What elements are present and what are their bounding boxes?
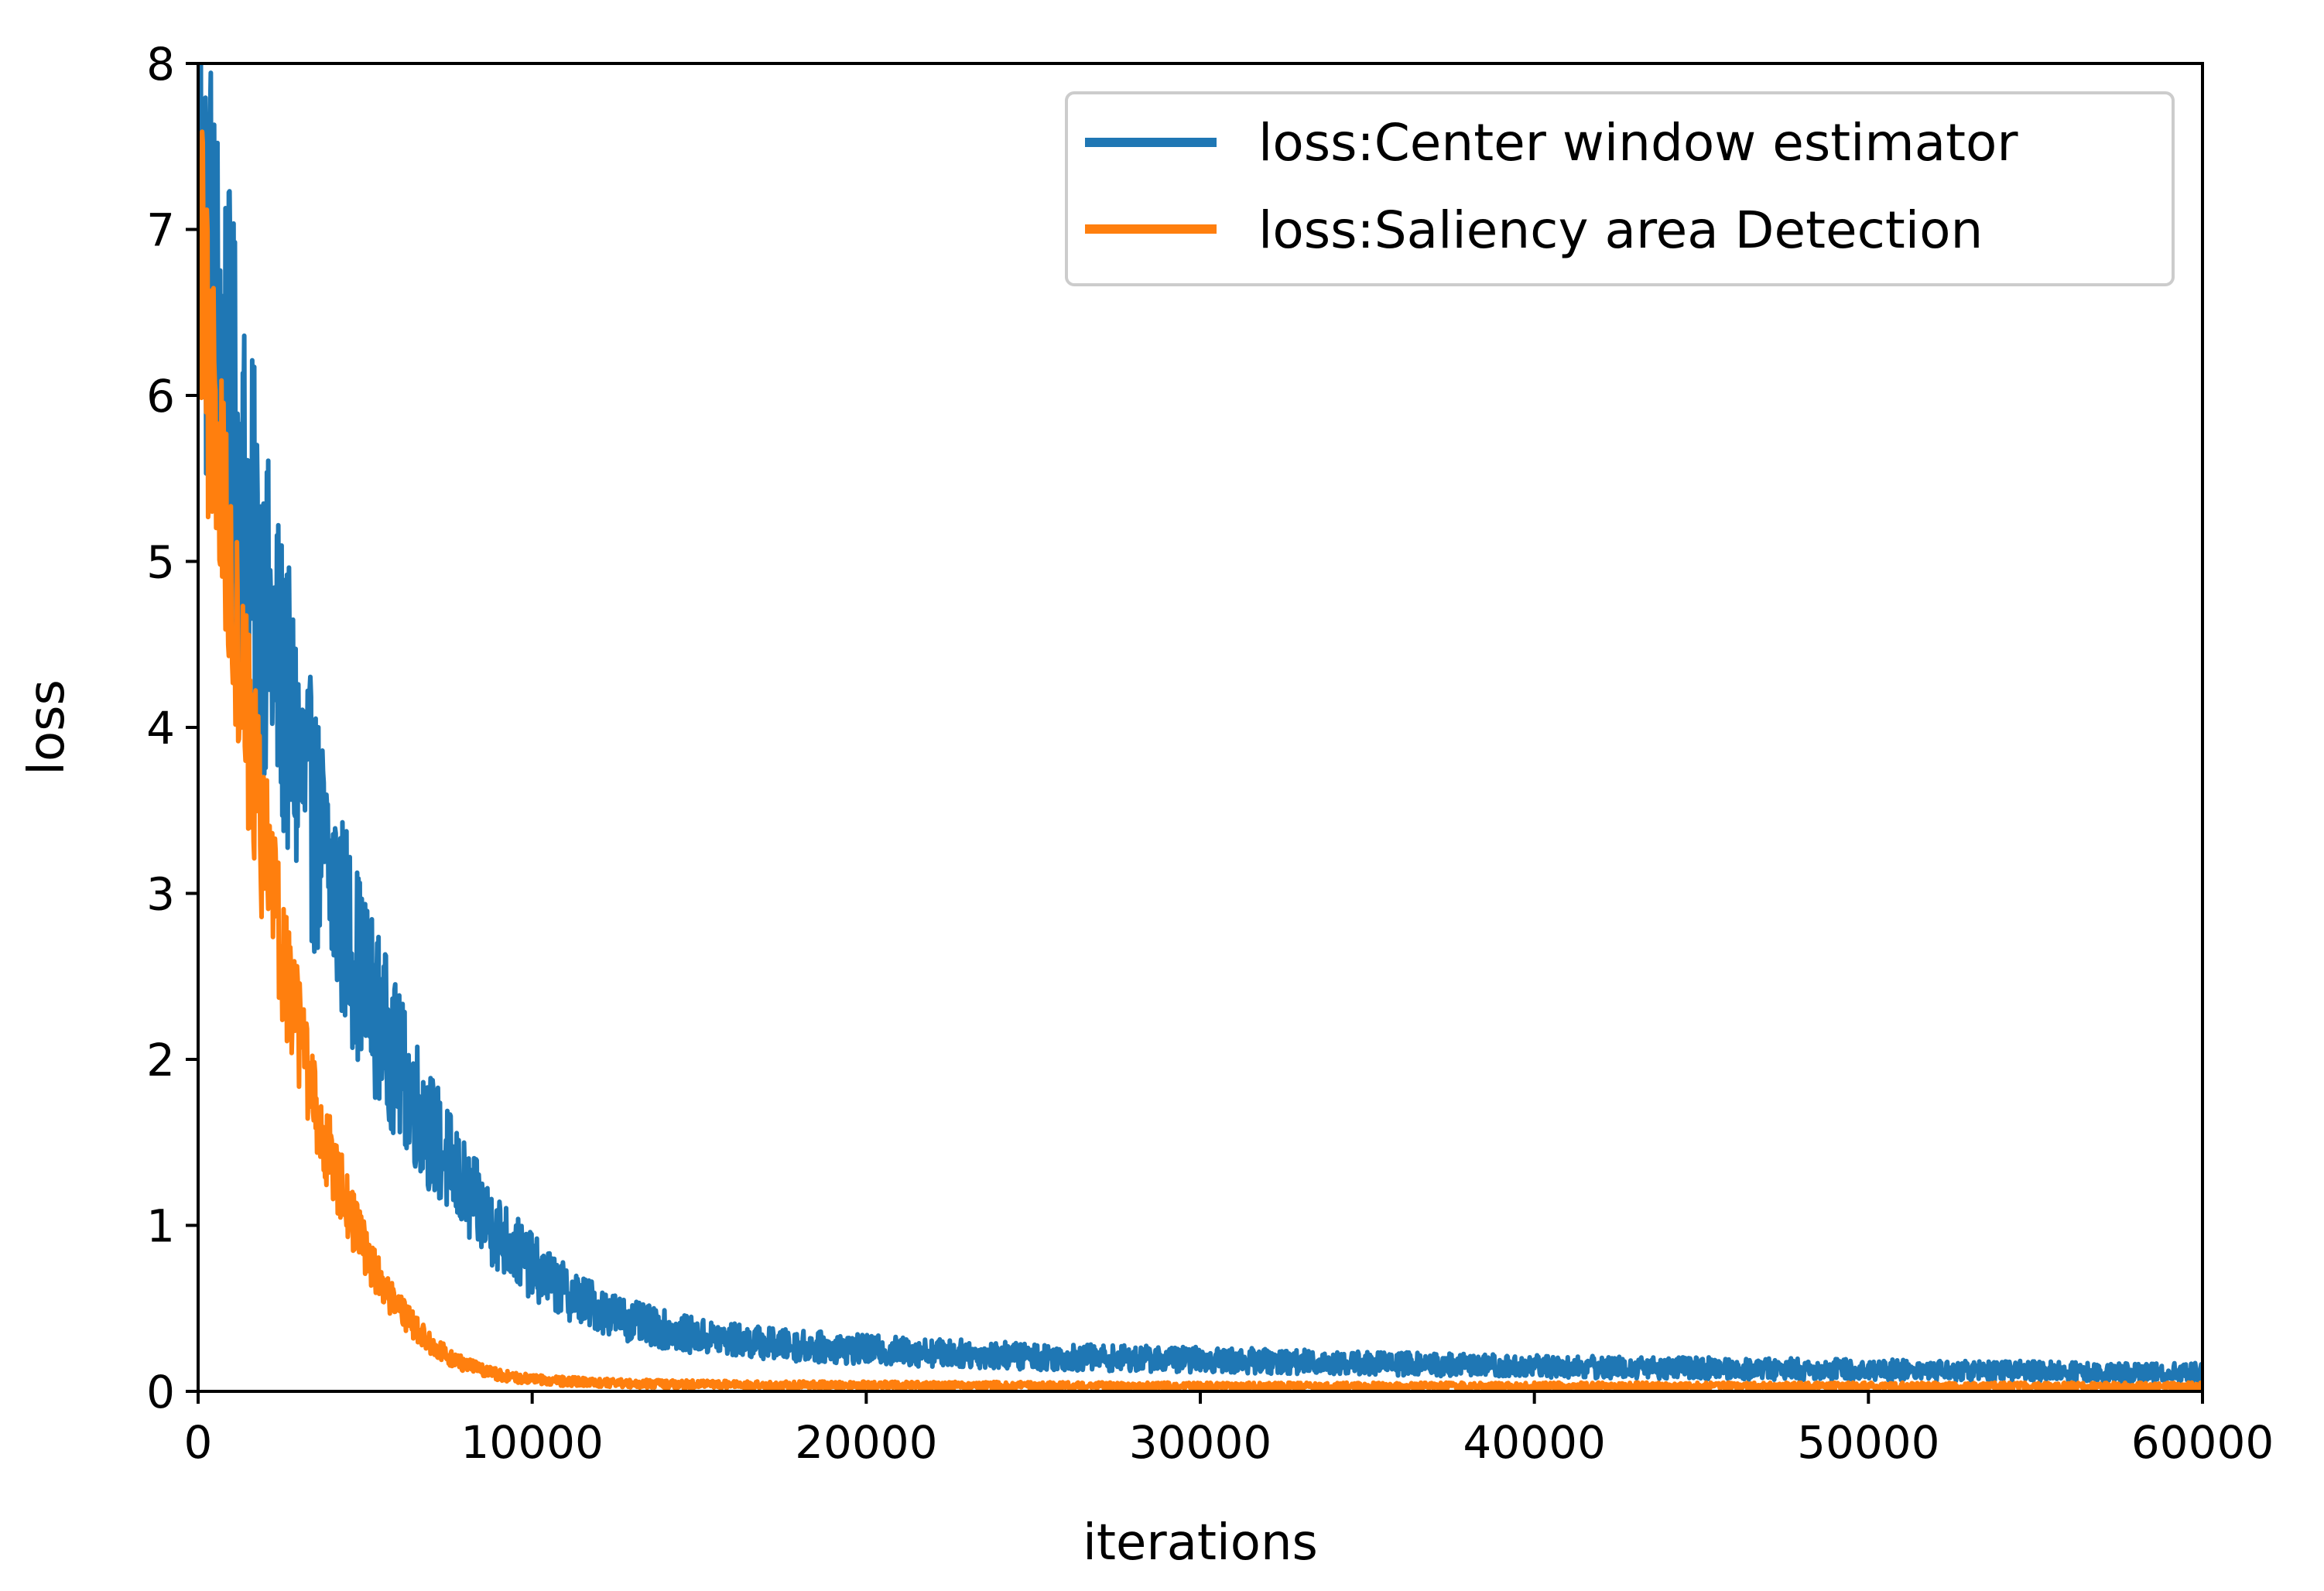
x-axis-label: iterations <box>1083 1514 1318 1572</box>
series-group <box>198 63 2202 1391</box>
y-axis: 0 1 2 3 4 5 6 7 8 <box>146 38 198 1418</box>
x-tick-label: 60000 <box>2131 1416 2274 1469</box>
series-line-saliency <box>198 129 2202 1391</box>
x-tick-label: 20000 <box>795 1416 938 1469</box>
x-tick-label: 40000 <box>1463 1416 1606 1469</box>
x-tick-label: 50000 <box>1797 1416 1940 1469</box>
x-axis: 0 10000 20000 30000 40000 50000 60000 <box>184 1391 2274 1469</box>
x-tick-label: 30000 <box>1129 1416 1272 1469</box>
y-tick-label: 2 <box>146 1034 175 1086</box>
legend-label-center-window: loss:Center window estimator <box>1258 113 2018 173</box>
y-tick-label: 1 <box>146 1200 175 1253</box>
y-tick-label: 3 <box>146 868 175 921</box>
x-tick-label: 0 <box>184 1416 213 1469</box>
legend-label-saliency: loss:Saliency area Detection <box>1258 200 1983 260</box>
legend-box <box>1065 91 2175 286</box>
legend: loss:Center window estimator loss:Salien… <box>1065 91 2175 286</box>
series-line-center-window <box>198 63 2202 1385</box>
y-tick-label: 8 <box>146 38 175 91</box>
y-tick-label: 0 <box>146 1366 175 1418</box>
y-tick-label: 4 <box>146 702 175 754</box>
y-tick-label: 5 <box>146 536 175 589</box>
y-tick-label: 6 <box>146 370 175 423</box>
y-axis-label: loss <box>19 679 76 775</box>
y-tick-label: 7 <box>146 204 175 257</box>
x-tick-label: 10000 <box>460 1416 604 1469</box>
